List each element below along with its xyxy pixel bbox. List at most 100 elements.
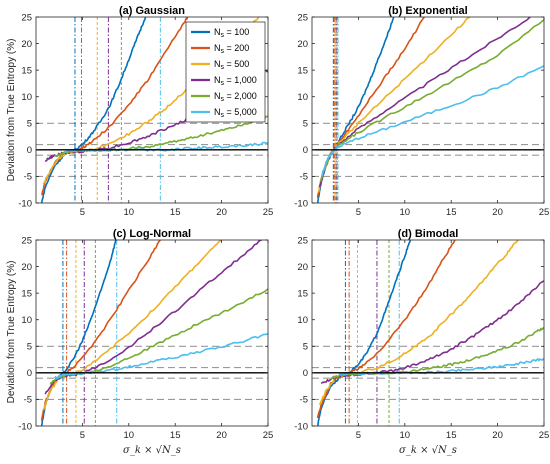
y-tick-label: 5 bbox=[27, 119, 32, 130]
y-tick-label: 25 bbox=[297, 12, 308, 23]
x-tick-label: 15 bbox=[446, 430, 457, 441]
plot-area bbox=[312, 240, 544, 426]
series-line bbox=[42, 240, 223, 411]
y-tick-label: 15 bbox=[297, 65, 308, 76]
y-tick-label: 5 bbox=[303, 342, 308, 353]
legend-value: = 5,000 bbox=[224, 107, 257, 117]
legend-prefix: N bbox=[214, 43, 221, 53]
series-line bbox=[316, 240, 412, 426]
legend-label: Ns = 5,000 bbox=[214, 107, 257, 119]
panel-title: (a) Gaussian bbox=[119, 5, 185, 17]
legend-box bbox=[185, 21, 266, 123]
y-axis-label-top: Deviation from True Entropy (%) bbox=[6, 39, 17, 182]
x-tick-label: 5 bbox=[80, 207, 85, 218]
y-tick-label: 10 bbox=[21, 92, 32, 103]
legend-label: Ns = 100 bbox=[214, 27, 249, 39]
x-tick-label: 25 bbox=[263, 207, 274, 218]
y-tick-label: -5 bbox=[300, 395, 308, 406]
legend-subscript: s bbox=[221, 112, 225, 119]
axes-frame bbox=[35, 239, 269, 427]
legend-subscript: s bbox=[221, 48, 225, 55]
x-tick-label: 10 bbox=[400, 207, 411, 218]
x-axis-label: σ_k × √N_s bbox=[399, 445, 457, 456]
panel-title: (b) Exponential bbox=[388, 5, 467, 17]
legend-prefix: N bbox=[214, 91, 221, 101]
legend-subscript: s bbox=[221, 64, 225, 71]
y-tick-label: 25 bbox=[21, 235, 32, 246]
y-tick-label: 15 bbox=[21, 288, 32, 299]
y-tick-label: 15 bbox=[297, 288, 308, 299]
legend-prefix: N bbox=[214, 107, 221, 117]
legend-label: Ns = 2,000 bbox=[214, 91, 257, 103]
y-tick-label: -10 bbox=[18, 421, 32, 432]
panel-title: (c) Log-Normal bbox=[113, 228, 191, 240]
y-tick-label: -5 bbox=[24, 395, 32, 406]
x-tick-label: 10 bbox=[124, 207, 135, 218]
x-tick-label: 5 bbox=[80, 430, 85, 441]
legend-label: Ns = 1,000 bbox=[214, 75, 257, 87]
legend-value: = 200 bbox=[224, 43, 249, 53]
axes-frame bbox=[311, 239, 545, 427]
x-tick-label: 10 bbox=[400, 430, 411, 441]
y-tick-label: -10 bbox=[294, 421, 308, 432]
y-tick-label: 25 bbox=[297, 235, 308, 246]
panel-2: 5 10 15 20 25 -10 -5 0 5 10 15 20 25 (b) Exponential bbox=[294, 5, 549, 218]
x-tick-label: 25 bbox=[263, 430, 274, 441]
axes-frame bbox=[35, 16, 269, 204]
legend-prefix: N bbox=[214, 27, 221, 37]
x-tick-label: 20 bbox=[216, 207, 227, 218]
plot-area bbox=[312, 17, 544, 203]
legend-value: = 1,000 bbox=[224, 75, 257, 85]
y-tick-label: -5 bbox=[300, 172, 308, 183]
series-group bbox=[316, 240, 544, 426]
legend-value: = 500 bbox=[224, 59, 249, 69]
x-tick-label: 15 bbox=[446, 207, 457, 218]
series-group bbox=[40, 240, 268, 426]
y-tick-label: 0 bbox=[303, 145, 308, 156]
x-tick-label: 20 bbox=[216, 430, 227, 441]
legend-prefix: N bbox=[214, 75, 221, 85]
x-axis-label: σ_k × √N_s bbox=[123, 445, 181, 456]
series-line bbox=[40, 17, 147, 203]
series-line bbox=[40, 17, 189, 196]
y-tick-label: 0 bbox=[27, 145, 32, 156]
y-tick-label: 0 bbox=[27, 368, 32, 379]
x-tick-label: 20 bbox=[492, 430, 503, 441]
legend-value: = 2,000 bbox=[224, 91, 257, 101]
panels-layer: 5 10 15 20 25 -10 -5 0 5 10 15 20 25 (a) Gaussian 5 10 1… bbox=[18, 5, 549, 456]
x-tick-label: 5 bbox=[356, 430, 361, 441]
y-tick-label: 10 bbox=[297, 315, 308, 326]
legend-label: Ns = 200 bbox=[214, 43, 249, 55]
legend-value: = 100 bbox=[224, 27, 249, 37]
x-tick-label: 25 bbox=[539, 207, 550, 218]
series-group bbox=[316, 17, 544, 203]
x-tick-label: 20 bbox=[492, 207, 503, 218]
legend-subscript: s bbox=[221, 80, 225, 87]
y-tick-label: 0 bbox=[303, 368, 308, 379]
x-tick-label: 10 bbox=[124, 430, 135, 441]
x-tick-label: 15 bbox=[170, 207, 181, 218]
y-tick-label: 20 bbox=[21, 262, 32, 273]
legend-label: Ns = 500 bbox=[214, 59, 249, 71]
y-tick-label: -10 bbox=[18, 198, 32, 209]
panel-3: 5 10 15 20 25 -10 -5 0 5 10 15 20 25 (c) Log-Normal σ_… bbox=[18, 228, 273, 456]
y-tick-label: 5 bbox=[303, 119, 308, 130]
x-tick-label: 5 bbox=[356, 207, 361, 218]
x-tick-label: 15 bbox=[170, 430, 181, 441]
x-tick-label: 25 bbox=[539, 430, 550, 441]
y-tick-label: 20 bbox=[21, 39, 32, 50]
y-tick-label: 10 bbox=[297, 92, 308, 103]
series-line bbox=[320, 65, 544, 178]
y-tick-label: 20 bbox=[297, 39, 308, 50]
panel-4: 5 10 15 20 25 -10 -5 0 5 10 15 20 25 (d) Bimodal σ_k ×… bbox=[294, 228, 549, 456]
y-tick-label: -10 bbox=[294, 198, 308, 209]
plot-area bbox=[36, 240, 268, 426]
y-tick-label: 10 bbox=[21, 315, 32, 326]
y-tick-label: -5 bbox=[24, 172, 32, 183]
legend-subscript: s bbox=[221, 32, 225, 39]
y-tick-label: 5 bbox=[27, 342, 32, 353]
y-tick-label: 25 bbox=[21, 12, 32, 23]
series-line bbox=[63, 141, 268, 153]
